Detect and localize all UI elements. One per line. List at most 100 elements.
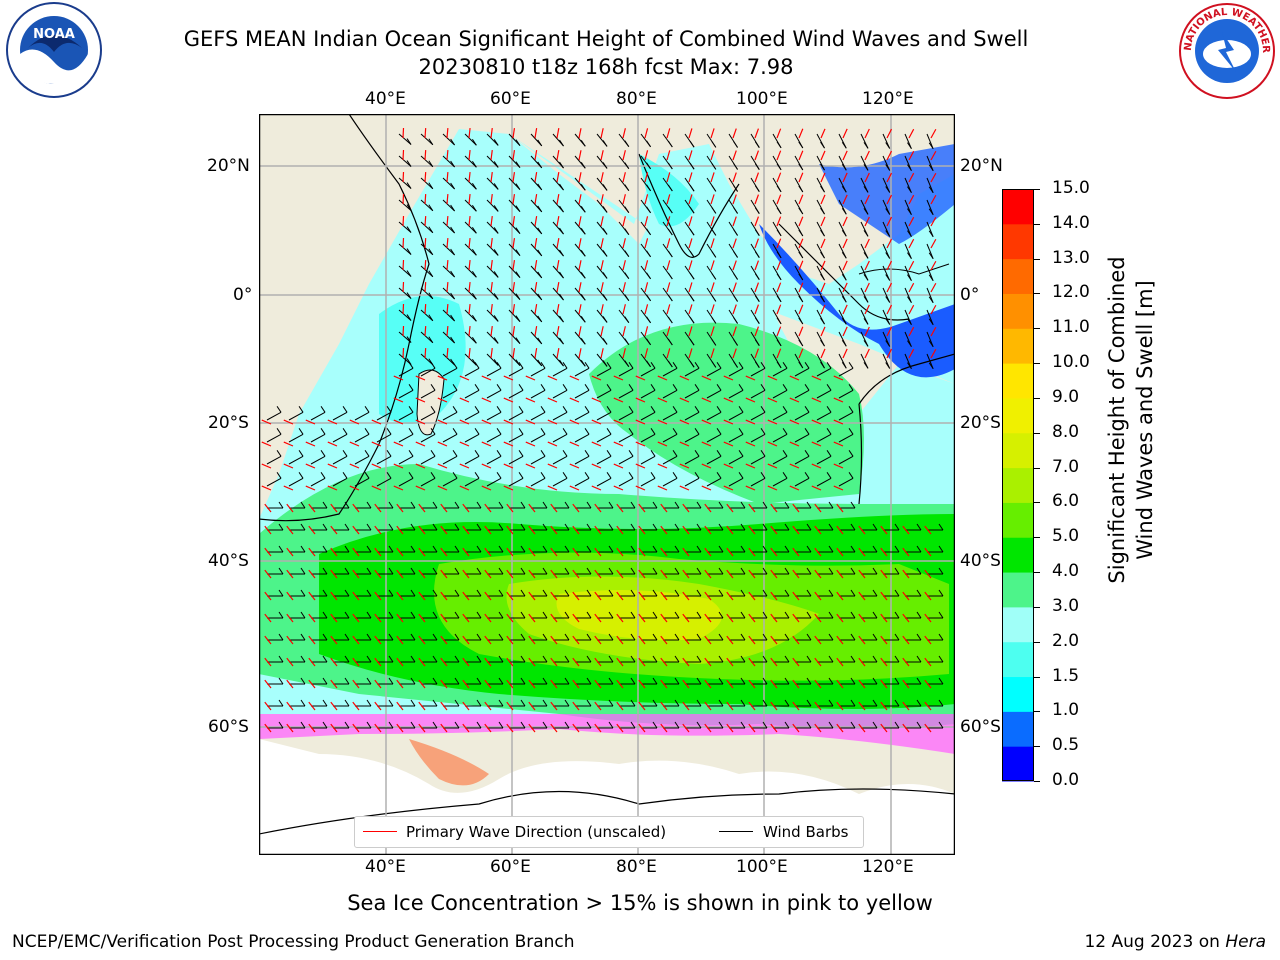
wind-barb-flag (872, 589, 878, 597)
wave-direction-arrow (616, 503, 624, 513)
wave-direction-arrow (349, 463, 360, 469)
wave-direction-arrow (569, 375, 580, 381)
wind-barb-flag (674, 699, 680, 707)
wind-barb-flag (646, 250, 651, 258)
wind-barb-flag (537, 161, 543, 169)
wind-barb-flag (754, 185, 760, 192)
wind-barb (750, 477, 766, 487)
wind-barb (442, 353, 455, 366)
wave-direction-arrow (261, 441, 272, 447)
wave-direction-arrow (484, 723, 492, 733)
wind-barb-flag (496, 428, 502, 435)
wave-direction-arrow (440, 657, 448, 667)
wind-barb-flag (938, 655, 944, 663)
wave-direction-arrow (930, 260, 937, 271)
wind-barb-flag (428, 270, 434, 278)
wave-direction-arrow (330, 503, 338, 513)
wind-barb-flag (452, 472, 458, 479)
wave-direction-arrow (556, 304, 560, 315)
wave-direction-arrow (534, 216, 538, 227)
wave-direction-arrow (704, 547, 712, 557)
wave-direction-arrow (556, 128, 560, 139)
wind-barb-flag (498, 545, 504, 553)
wind-barb-flag (630, 589, 636, 597)
wind-barb (442, 309, 455, 322)
wave-direction-arrow (836, 635, 844, 645)
wind-barb (772, 455, 788, 465)
wave-direction-arrow (767, 485, 778, 491)
wave-direction-arrow (446, 325, 449, 337)
wave-direction-arrow (930, 326, 937, 337)
wave-direction-arrow (547, 419, 558, 425)
wave-direction-arrow (484, 569, 492, 579)
colorbar-bin (1002, 258, 1034, 294)
wave-direction-arrow (572, 503, 580, 513)
wave-direction-arrow (594, 635, 602, 645)
wind-barb-flag (540, 428, 546, 435)
wind-barb (442, 433, 458, 443)
wave-direction-arrow (396, 613, 404, 623)
wind-barb (926, 331, 934, 347)
wind-barb-flag (300, 501, 306, 509)
wave-direction-arrow (842, 238, 848, 249)
wave-direction-arrow (440, 723, 448, 733)
wind-barb-flag (718, 633, 724, 641)
wave-direction-arrow (374, 657, 382, 667)
wave-direction-arrow (864, 326, 870, 337)
wave-direction-arrow (424, 325, 427, 337)
map-gridlines (260, 115, 954, 854)
wind-barb-flag (518, 362, 524, 369)
lon-tick-bottom-40e: 40°E (365, 857, 406, 877)
wind-barb-flag (784, 567, 790, 575)
wave-direction-arrow (688, 172, 693, 183)
wind-barb-flag (559, 139, 564, 147)
wind-barb-flag (696, 523, 702, 531)
wind-barb-flag (646, 184, 651, 192)
wave-direction-arrow (745, 375, 756, 381)
wind-barb-flag (564, 721, 570, 729)
wave-direction-arrow (616, 701, 624, 711)
wind-barb-flag (498, 501, 504, 509)
wave-direction-arrow (286, 569, 294, 579)
wind-barb-flag (630, 567, 636, 575)
colorbar-label: Significant Height of Combined Wind Wave… (1105, 256, 1157, 583)
wave-direction-arrow (798, 216, 804, 227)
wind-barb-flag (718, 721, 724, 729)
wind-barb-flag (696, 501, 702, 509)
wind-barb-flag (537, 139, 543, 147)
wind-barb-flag (689, 140, 695, 148)
wind-barb-flag (674, 655, 680, 663)
wind-barb-flag (474, 362, 480, 369)
wind-barb-flag (894, 633, 900, 641)
wave-direction-arrow (264, 723, 272, 733)
wave-direction-arrow (798, 172, 804, 183)
wind-barb-flag (559, 271, 564, 279)
wave-direction-arrow (886, 348, 893, 359)
wave-direction-arrow (723, 485, 734, 491)
wave-direction-arrow (792, 591, 800, 601)
wind-barb-flag (850, 633, 856, 641)
wind-barb-flag (850, 523, 856, 531)
wave-direction-arrow (481, 463, 492, 469)
wind-barb (442, 155, 455, 168)
wave-direction-arrow (811, 375, 822, 381)
wind-barb-flag (848, 362, 854, 369)
wave-direction-arrow (679, 441, 690, 447)
wind-barb (794, 433, 810, 443)
colorbar-tick-label: 9.0 (1052, 386, 1080, 407)
wave-direction-arrow (503, 375, 514, 381)
wind-barb-flag (718, 699, 724, 707)
wind-barb (750, 433, 766, 443)
wind-barb-flag (820, 295, 825, 303)
wave-direction-arrow (682, 569, 690, 579)
wave-direction-arrow (424, 281, 427, 293)
wave-direction-arrow (811, 419, 822, 425)
wind-barb-flag (841, 361, 847, 369)
wave-direction-arrow (908, 238, 915, 249)
colorbar-bin (1002, 223, 1034, 260)
wind-barb (442, 133, 455, 146)
wind-barb-flag (452, 406, 458, 413)
wave-direction-arrow (836, 569, 844, 579)
wave-direction-arrow (374, 569, 382, 579)
wave-direction-arrow (638, 657, 646, 667)
